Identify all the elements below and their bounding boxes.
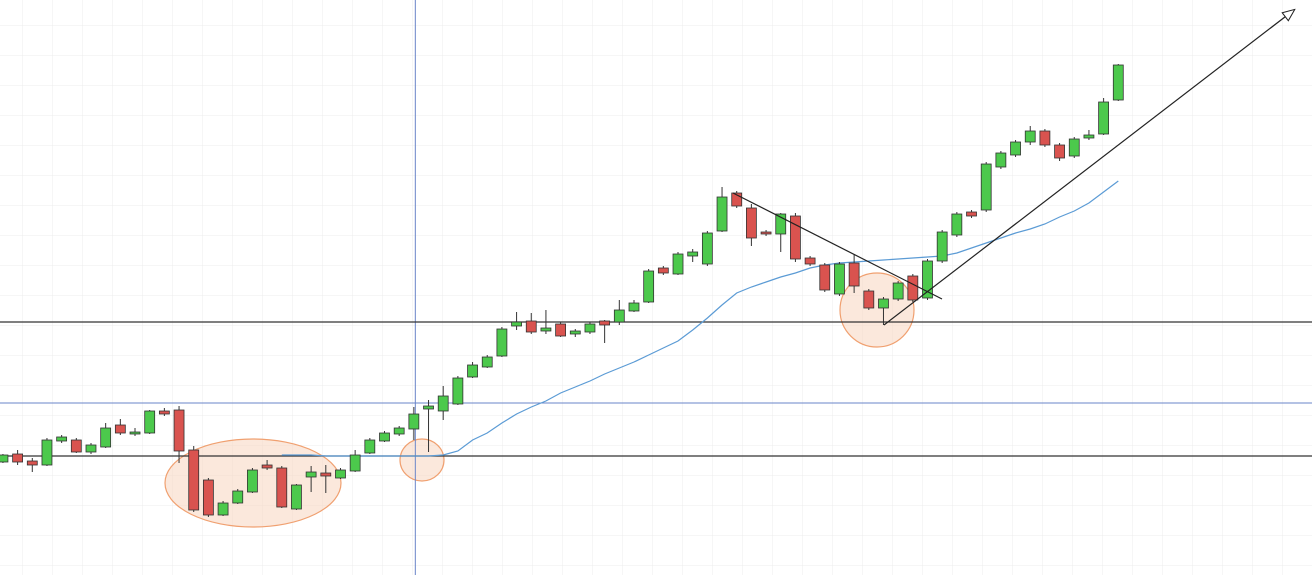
trend-line xyxy=(732,192,943,300)
candle-body xyxy=(863,290,875,309)
candle-body xyxy=(892,282,904,300)
moving-average xyxy=(281,180,1119,457)
candle-body xyxy=(643,270,655,303)
candle-body xyxy=(1068,138,1080,157)
candle-body xyxy=(716,196,728,232)
highlight-ellipse xyxy=(399,438,445,482)
candle-body xyxy=(540,327,552,332)
candle-body xyxy=(188,449,200,511)
candle-body xyxy=(452,377,464,405)
candle-body xyxy=(85,444,97,453)
candle-body xyxy=(775,213,787,235)
candle-body xyxy=(100,427,112,448)
candle-body xyxy=(951,213,963,236)
candle-body xyxy=(481,356,493,368)
candle-body xyxy=(746,207,757,239)
candle-body xyxy=(687,251,699,257)
candle-body xyxy=(1098,101,1109,135)
candle-body xyxy=(613,309,625,323)
candle-body xyxy=(41,439,53,466)
candle-body xyxy=(760,231,772,235)
candle-body xyxy=(657,267,669,274)
candle-body xyxy=(701,232,713,265)
candle-body xyxy=(12,453,24,463)
candle-body xyxy=(878,298,889,309)
candle-body xyxy=(423,405,434,410)
candle-body xyxy=(936,231,948,262)
candle-body xyxy=(584,323,596,333)
candle-body xyxy=(569,330,581,335)
candle-body xyxy=(1083,134,1095,139)
candle-body xyxy=(56,436,68,442)
candle-body xyxy=(922,260,933,299)
candle-body xyxy=(848,262,860,287)
candle-body xyxy=(437,395,449,412)
candle-body xyxy=(173,409,185,452)
candle-body xyxy=(70,439,82,453)
trend-arrow xyxy=(883,10,1294,326)
candle-body xyxy=(467,364,478,378)
candle-body xyxy=(599,320,611,326)
annotations xyxy=(732,10,1294,326)
candle-body xyxy=(1010,141,1021,156)
candle-body xyxy=(907,275,919,301)
candle-body xyxy=(672,253,684,275)
candle-body xyxy=(408,413,420,430)
candle-body xyxy=(1024,130,1036,143)
candle-body xyxy=(555,323,566,337)
candle-body xyxy=(144,410,156,434)
candle-body xyxy=(203,479,214,516)
candle-body xyxy=(628,302,640,312)
candle-body xyxy=(261,464,273,469)
candle-body xyxy=(525,320,537,333)
candle-body xyxy=(291,484,302,510)
candle-body xyxy=(0,454,9,463)
candle-body xyxy=(511,321,522,327)
candle-body xyxy=(114,424,126,434)
candle-body xyxy=(1112,64,1124,101)
candle-body xyxy=(320,472,332,477)
candle-body xyxy=(379,432,390,442)
candle-body xyxy=(158,410,170,415)
candle-body xyxy=(393,427,405,435)
candle-body xyxy=(349,454,361,472)
candle-body xyxy=(276,467,288,508)
candle-body xyxy=(335,469,346,479)
candle-body xyxy=(995,152,1007,168)
candle-body xyxy=(834,263,845,295)
candle-body xyxy=(1039,130,1051,146)
candle-body xyxy=(790,215,801,260)
candle-body xyxy=(731,192,743,207)
candle-body xyxy=(819,264,831,291)
candle-body xyxy=(247,469,258,493)
candle-body xyxy=(980,163,992,211)
candle-body xyxy=(217,502,229,516)
candle-body xyxy=(305,471,317,478)
candle-body xyxy=(496,328,508,357)
candle-body xyxy=(232,490,244,504)
candle-body xyxy=(364,439,376,454)
candle-body xyxy=(966,211,977,217)
candle-body xyxy=(804,257,816,265)
candle-body xyxy=(1054,144,1065,159)
candle-body xyxy=(129,431,141,435)
candle-body xyxy=(26,460,38,466)
